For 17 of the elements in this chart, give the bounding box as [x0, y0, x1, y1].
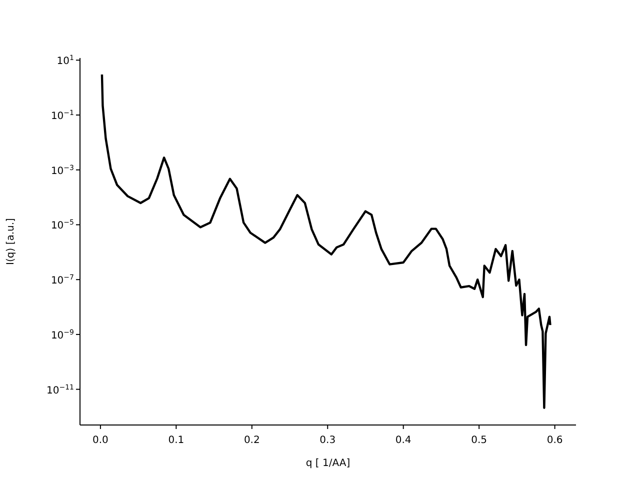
y-axis-title: I(q) [a.u.]: [6, 218, 17, 265]
line-series: [100, 73, 552, 410]
y-tick-label: 10$^{−9}$: [50, 328, 74, 342]
y-tick-label: 10$^{−5}$: [50, 218, 74, 232]
x-tick-label: 0.6: [546, 435, 563, 446]
x-axis-title: q [ 1/AA]: [306, 458, 350, 469]
x-tick-label: 0.3: [320, 435, 336, 446]
x-tick-label: 0.0: [92, 435, 108, 446]
y-tick-label: 10$^{−1}$: [50, 109, 74, 122]
x-tick-label: 0.4: [395, 435, 412, 446]
x-tick-label: 0.1: [168, 435, 184, 446]
y-tick-label: 10$^{−7}$: [50, 274, 74, 287]
y-tick-label: 10$^{−3}$: [50, 164, 74, 177]
x-tick-label: 0.2: [244, 435, 260, 446]
x-tick-label: 0.5: [471, 435, 488, 446]
y-tick-label: 10$^{1}$: [56, 54, 74, 68]
y-tick-label: 10$^{−11}$: [46, 383, 74, 396]
